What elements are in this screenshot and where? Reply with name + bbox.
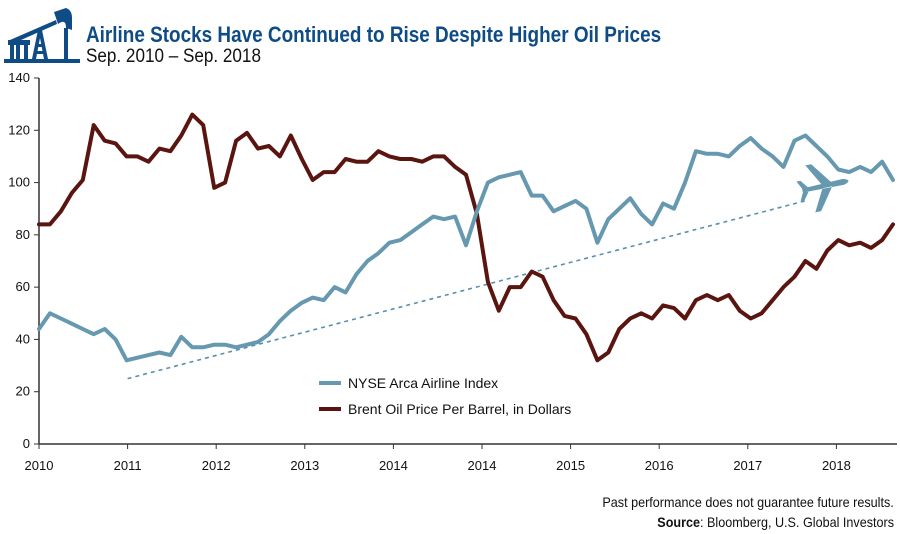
series-line-airline-index [37, 133, 895, 363]
y-axis: 0 20 40 60 80 100 120 140 [8, 70, 40, 451]
y-tick-label: 100 [8, 175, 30, 190]
y-tick-label: 40 [16, 331, 30, 346]
y-tick-label: 80 [16, 227, 30, 242]
legend: NYSE Arca Airline Index Brent Oil Price … [319, 375, 571, 417]
y-tick-label: 120 [8, 122, 30, 137]
disclaimer: Past performance does not guarantee futu… [602, 494, 894, 510]
source-text: : Bloomberg, U.S. Global Investors [700, 514, 894, 530]
x-tick-label: 2012 [202, 458, 231, 473]
source-note: Source: Bloomberg, U.S. Global Investors [657, 514, 894, 530]
y-tick-label: 140 [8, 70, 30, 85]
series-line-brent-oil [37, 112, 895, 363]
x-tick-label: 2014 [379, 458, 408, 473]
y-tick-label: 0 [23, 436, 30, 451]
x-tick-label: 2018 [822, 458, 851, 473]
x-tick-label: 2016 [645, 458, 674, 473]
x-tick-label: 2011 [114, 458, 142, 473]
trendline [127, 200, 806, 380]
legend-label-airline: NYSE Arca Airline Index [348, 375, 498, 391]
x-tick-label: 2010 [25, 458, 54, 473]
chart-subtitle: Sep. 2010 – Sep. 2018 [86, 46, 261, 67]
chart-title: Airline Stocks Have Continued to Rise De… [86, 22, 662, 47]
x-tick-label: 2015 [556, 458, 585, 473]
legend-label-oil: Brent Oil Price Per Barrel, in Dollars [348, 401, 571, 417]
x-tick-label: 2013 [290, 458, 319, 473]
x-tick-label: 2014 [468, 458, 497, 473]
y-tick-label: 20 [16, 384, 30, 399]
x-tick-label: 2017 [733, 458, 762, 473]
source-label: Source [657, 514, 701, 530]
x-axis: 2010 2011 2012 2013 2014 2014 2015 2016 2017 2018 [25, 443, 897, 473]
oil-pumpjack-icon [4, 8, 80, 63]
airplane-icon [796, 164, 849, 213]
y-tick-label: 60 [16, 279, 30, 294]
